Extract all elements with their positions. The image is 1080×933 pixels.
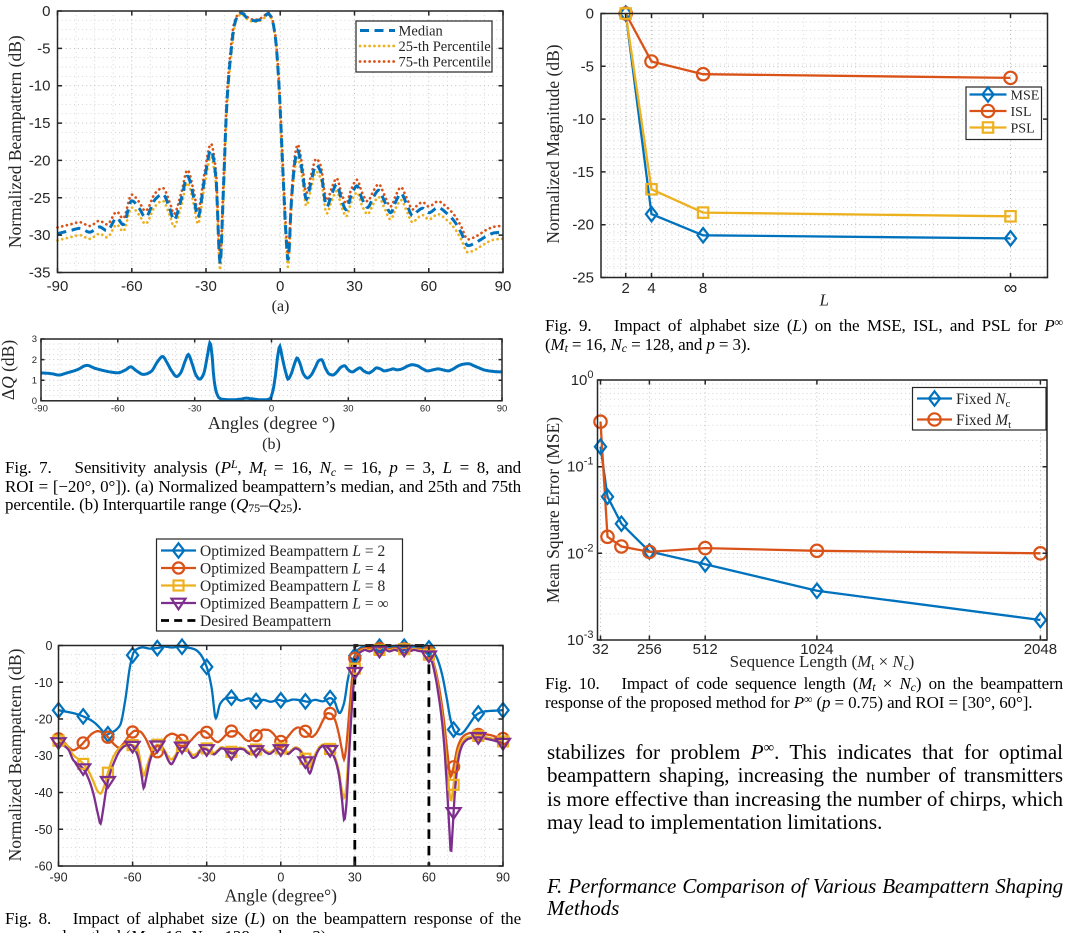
svg-text:30: 30	[346, 278, 363, 295]
svg-text:-40: -40	[34, 786, 52, 800]
svg-text:0: 0	[32, 396, 37, 407]
svg-text:Fixed Nc: Fixed Nc	[956, 391, 1011, 410]
svg-text:-5: -5	[581, 58, 594, 75]
svg-text:-30: -30	[195, 278, 217, 295]
svg-text:(a): (a)	[272, 298, 290, 315]
svg-text:0: 0	[46, 639, 53, 653]
svg-text:-30: -30	[29, 227, 51, 244]
svg-text:-90: -90	[34, 403, 48, 414]
svg-text:Optimized Beampattern L = 8: Optimized Beampattern L = 8	[200, 578, 385, 595]
svg-text:-90: -90	[49, 871, 67, 885]
svg-text:2: 2	[622, 280, 630, 297]
svg-text:4: 4	[647, 280, 655, 297]
svg-text:256: 256	[637, 641, 662, 658]
svg-text:MSE: MSE	[1011, 89, 1040, 104]
svg-text:ΔQ (dB): ΔQ (dB)	[0, 340, 18, 401]
svg-text:Angle (degree°): Angle (degree°)	[225, 886, 338, 906]
svg-text:2: 2	[32, 355, 37, 366]
svg-text:-30: -30	[34, 749, 52, 763]
svg-text:30: 30	[343, 403, 354, 414]
svg-text:8: 8	[699, 280, 707, 297]
svg-text:-60: -60	[121, 278, 143, 295]
svg-text:-50: -50	[34, 823, 52, 837]
svg-text:60: 60	[420, 403, 431, 414]
svg-text:Desired Beampattern: Desired Beampattern	[200, 613, 332, 630]
svg-text:ISL: ISL	[1011, 105, 1032, 120]
svg-text:90: 90	[495, 278, 512, 295]
svg-text:PSL: PSL	[1011, 122, 1035, 137]
svg-text:Sequence Length (Mt × Nc): Sequence Length (Mt × Nc)	[730, 652, 915, 673]
svg-text:0: 0	[277, 871, 284, 885]
svg-text:Normalized Beampattern (dB): Normalized Beampattern (dB)	[5, 35, 25, 248]
svg-text:3: 3	[32, 334, 37, 345]
svg-text:10-1: 10-1	[567, 456, 593, 476]
svg-text:90: 90	[497, 403, 508, 414]
svg-text:Optimized Beampattern L = 4: Optimized Beampattern L = 4	[200, 561, 385, 578]
svg-text:Optimized Beampattern L = ∞: Optimized Beampattern L = ∞	[200, 596, 389, 613]
svg-text:100: 100	[571, 369, 594, 389]
svg-text:-20: -20	[572, 217, 594, 234]
svg-text:Optimized Beampattern L = 2: Optimized Beampattern L = 2	[200, 543, 385, 560]
svg-text:Median: Median	[399, 24, 444, 40]
svg-text:∞: ∞	[1004, 278, 1018, 299]
svg-text:-10: -10	[572, 111, 594, 128]
svg-text:-25: -25	[29, 190, 51, 207]
svg-text:-25: -25	[572, 270, 594, 287]
svg-text:1: 1	[32, 375, 37, 386]
svg-text:0: 0	[42, 3, 50, 20]
svg-text:-5: -5	[37, 40, 50, 57]
svg-text:1024: 1024	[800, 641, 833, 658]
svg-text:-90: -90	[47, 278, 69, 295]
svg-text:60: 60	[420, 278, 437, 295]
svg-text:25-th Percentile: 25-th Percentile	[399, 39, 491, 55]
svg-text:-60: -60	[124, 871, 142, 885]
svg-text:0: 0	[276, 278, 284, 295]
svg-text:10-2: 10-2	[567, 542, 593, 562]
svg-text:Angles (degree °): Angles (degree °)	[208, 413, 335, 434]
svg-text:Mean Square Error (MSE): Mean Square Error (MSE)	[543, 417, 563, 603]
svg-text:10-3: 10-3	[567, 629, 593, 649]
svg-text:-35: -35	[29, 265, 51, 282]
svg-text:0: 0	[269, 403, 274, 414]
svg-text:-30: -30	[188, 403, 202, 414]
svg-text:-15: -15	[572, 164, 594, 181]
svg-text:-10: -10	[34, 676, 52, 690]
svg-text:75-th Percentile: 75-th Percentile	[399, 55, 491, 71]
svg-text:-20: -20	[34, 713, 52, 727]
svg-text:(b): (b)	[262, 436, 281, 453]
svg-text:-15: -15	[29, 115, 51, 132]
svg-text:Normalized Magnitude (dB): Normalized Magnitude (dB)	[543, 44, 563, 243]
svg-text:512: 512	[693, 641, 718, 658]
svg-text:-10: -10	[29, 78, 51, 95]
svg-text:Normalized Beampattern (dB): Normalized Beampattern (dB)	[5, 648, 25, 861]
svg-text:-60: -60	[111, 403, 125, 414]
svg-text:-60: -60	[34, 860, 52, 874]
svg-text:-30: -30	[198, 871, 216, 885]
svg-text:L: L	[818, 291, 828, 310]
svg-text:30: 30	[348, 871, 362, 885]
svg-text:90: 90	[496, 871, 510, 885]
svg-text:32: 32	[592, 641, 609, 658]
svg-text:0: 0	[586, 6, 594, 23]
svg-text:60: 60	[422, 871, 436, 885]
svg-text:Fixed Mt: Fixed Mt	[956, 412, 1011, 431]
svg-text:2048: 2048	[1024, 641, 1057, 658]
svg-text:-20: -20	[29, 152, 51, 169]
